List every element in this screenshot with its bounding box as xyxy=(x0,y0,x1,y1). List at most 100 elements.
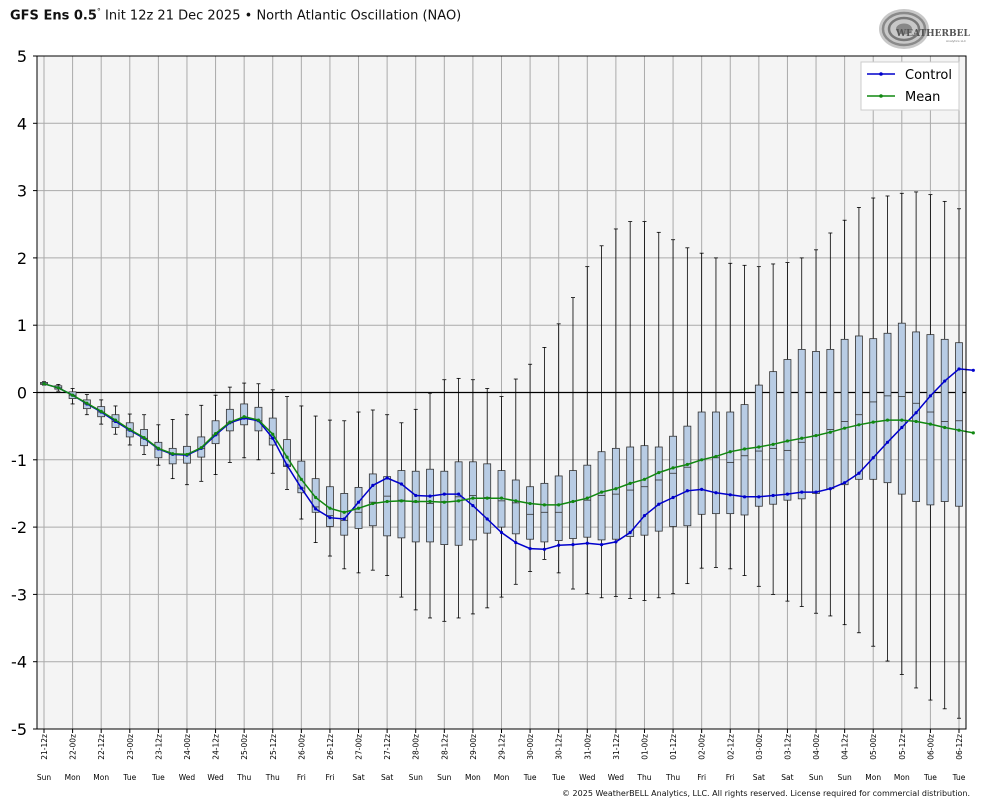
box-plot xyxy=(897,192,906,675)
mean-point xyxy=(499,496,504,500)
box-iqr xyxy=(311,478,320,513)
x-tick-label: 06-00z xyxy=(926,734,935,760)
x-tick-label: 27-12z xyxy=(383,734,392,760)
box-iqr xyxy=(340,493,349,536)
control-point xyxy=(785,492,790,496)
box-iqr xyxy=(812,351,820,494)
control-point xyxy=(485,517,489,521)
box-plot xyxy=(726,262,735,570)
x-tick-label: 31-00z xyxy=(583,734,592,760)
control-point xyxy=(371,483,375,487)
box-plot xyxy=(411,408,420,611)
mean-point xyxy=(857,423,861,427)
box-iqr xyxy=(526,486,534,540)
copyright-notice: © 2025 WeatherBELL Analytics, LLC. All r… xyxy=(562,789,970,798)
mean-point xyxy=(785,439,790,443)
y-tick-label: 4 xyxy=(17,114,27,133)
control-point xyxy=(685,489,689,493)
mean-point xyxy=(342,510,346,514)
mean-point xyxy=(614,487,618,491)
x-day-label: Wed xyxy=(608,773,625,782)
mean-point xyxy=(628,481,632,485)
mean-point xyxy=(742,447,747,451)
x-day-label: Tue xyxy=(923,773,937,782)
control-point xyxy=(700,487,704,492)
control-point xyxy=(399,482,404,486)
x-day-label: Tue xyxy=(952,773,966,782)
x-axis: 21-12z Sun 22-00z Mon 22-12z Mon 23-00z Tue 23-1… xyxy=(37,729,966,782)
control-point xyxy=(271,436,275,440)
y-axis: 5 4 3 2 1 0 -1 -2 -3 -4 -5 xyxy=(11,47,37,739)
x-tick-label: 24-12z xyxy=(212,734,221,760)
box-iqr xyxy=(240,403,249,426)
control-point xyxy=(728,493,732,497)
x-tick-label: 03-00z xyxy=(755,734,764,760)
mean-point xyxy=(285,455,289,459)
mean-point xyxy=(142,435,146,440)
mean-point xyxy=(457,499,461,503)
x-tick-label: 03-12z xyxy=(783,734,792,760)
box-iqr xyxy=(883,332,892,484)
mean-point xyxy=(442,500,446,504)
x-day-label: Fri xyxy=(697,773,706,782)
control-point xyxy=(843,481,847,485)
x-tick-label: 28-00z xyxy=(412,734,421,760)
mean-point xyxy=(971,431,975,435)
control-point xyxy=(957,367,961,371)
mean-point xyxy=(128,427,132,432)
box-plot xyxy=(311,415,320,543)
y-tick-label: 5 xyxy=(17,47,27,66)
box-plot xyxy=(783,262,792,602)
x-tick-label: 04-00z xyxy=(812,734,821,760)
x-day-label: Mon xyxy=(494,773,510,782)
control-point xyxy=(814,490,818,494)
mean-point xyxy=(299,477,303,481)
x-tick-label: 21-12z xyxy=(40,734,49,760)
x-day-label: Mon xyxy=(93,773,109,782)
mean-point xyxy=(671,466,675,470)
degree-symbol: ° xyxy=(96,7,101,16)
mean-point xyxy=(585,496,589,500)
mean-point xyxy=(542,503,546,507)
x-tick-label: 28-12z xyxy=(440,734,449,760)
control-point xyxy=(328,516,332,520)
mean-point xyxy=(314,495,318,500)
x-day-label: Mon xyxy=(465,773,481,782)
box-iqr xyxy=(926,334,935,506)
box-iqr xyxy=(855,335,863,480)
x-day-label: Fri xyxy=(297,773,306,782)
x-tick-label: 30-00z xyxy=(526,734,535,760)
y-tick-label: 1 xyxy=(17,316,27,335)
mean-point xyxy=(571,499,575,504)
mean-point xyxy=(714,454,718,459)
y-tick-label: 2 xyxy=(17,249,27,268)
box-iqr xyxy=(797,349,806,500)
box-iqr xyxy=(569,470,577,539)
mean-point xyxy=(171,452,175,456)
mean-point xyxy=(199,446,203,450)
mean-point xyxy=(685,462,689,467)
box-plot xyxy=(340,420,349,570)
box-plot xyxy=(297,405,306,520)
mean-point xyxy=(843,426,847,430)
box-iqr xyxy=(554,475,563,541)
mean-point xyxy=(113,418,118,422)
mean-point xyxy=(943,425,947,430)
legend-control-label: Control xyxy=(905,68,952,83)
y-tick-label: 3 xyxy=(17,182,27,201)
x-tick-label: 06-12z xyxy=(955,734,964,760)
x-tick-label: 22-00z xyxy=(69,734,78,760)
y-tick-label: -2 xyxy=(11,518,27,537)
control-point xyxy=(356,500,361,504)
mean-point xyxy=(900,418,904,422)
box-iqr xyxy=(626,446,635,537)
box-iqr xyxy=(769,371,778,505)
box-iqr xyxy=(640,445,649,536)
y-tick-label: -3 xyxy=(11,585,27,604)
x-day-label: Sun xyxy=(409,773,424,782)
chart-title: GFS Ens 0.5° Init 12z 21 Dec 2025 • Nort… xyxy=(10,7,461,23)
box-iqr xyxy=(411,470,420,543)
box-plot xyxy=(426,392,434,619)
mean-point xyxy=(528,501,532,506)
mean-point xyxy=(256,418,261,422)
